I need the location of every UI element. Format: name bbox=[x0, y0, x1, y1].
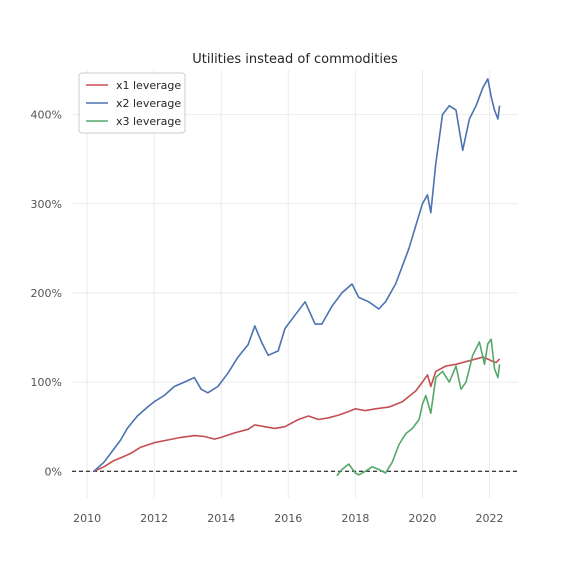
x-tick-label: 2018 bbox=[341, 512, 369, 525]
x-tick-label: 2020 bbox=[408, 512, 436, 525]
chart-title: Utilities instead of commodities bbox=[192, 52, 398, 67]
y-tick-label: 100% bbox=[31, 376, 62, 389]
legend-label-x1: x1 leverage bbox=[116, 79, 181, 92]
legend-label-x2: x2 leverage bbox=[116, 97, 181, 110]
series-lines bbox=[93, 78, 501, 477]
series-line-3 bbox=[336, 338, 501, 477]
y-tick-label: 0% bbox=[45, 465, 62, 478]
series-line-2 bbox=[93, 78, 501, 472]
x-axis-ticks: 2010 2012 2014 2016 2018 2020 2022 bbox=[73, 512, 503, 525]
legend: x1 leverage x2 leverage x3 leverage bbox=[78, 72, 186, 134]
y-axis-ticks: 0% 100% 200% 300% 400% bbox=[31, 109, 62, 479]
x-tick-label: 2022 bbox=[475, 512, 503, 525]
y-tick-label: 400% bbox=[31, 109, 62, 122]
legend-box bbox=[78, 72, 186, 134]
x-tick-label: 2014 bbox=[207, 512, 235, 525]
x-tick-label: 2012 bbox=[140, 512, 168, 525]
legend-label-x3: x3 leverage bbox=[116, 115, 181, 128]
x-tick-label: 2010 bbox=[73, 512, 101, 525]
series-line-1 bbox=[93, 356, 501, 473]
y-tick-label: 300% bbox=[31, 198, 62, 211]
y-tick-label: 200% bbox=[31, 287, 62, 300]
x-tick-label: 2016 bbox=[274, 512, 302, 525]
grid bbox=[72, 70, 518, 498]
